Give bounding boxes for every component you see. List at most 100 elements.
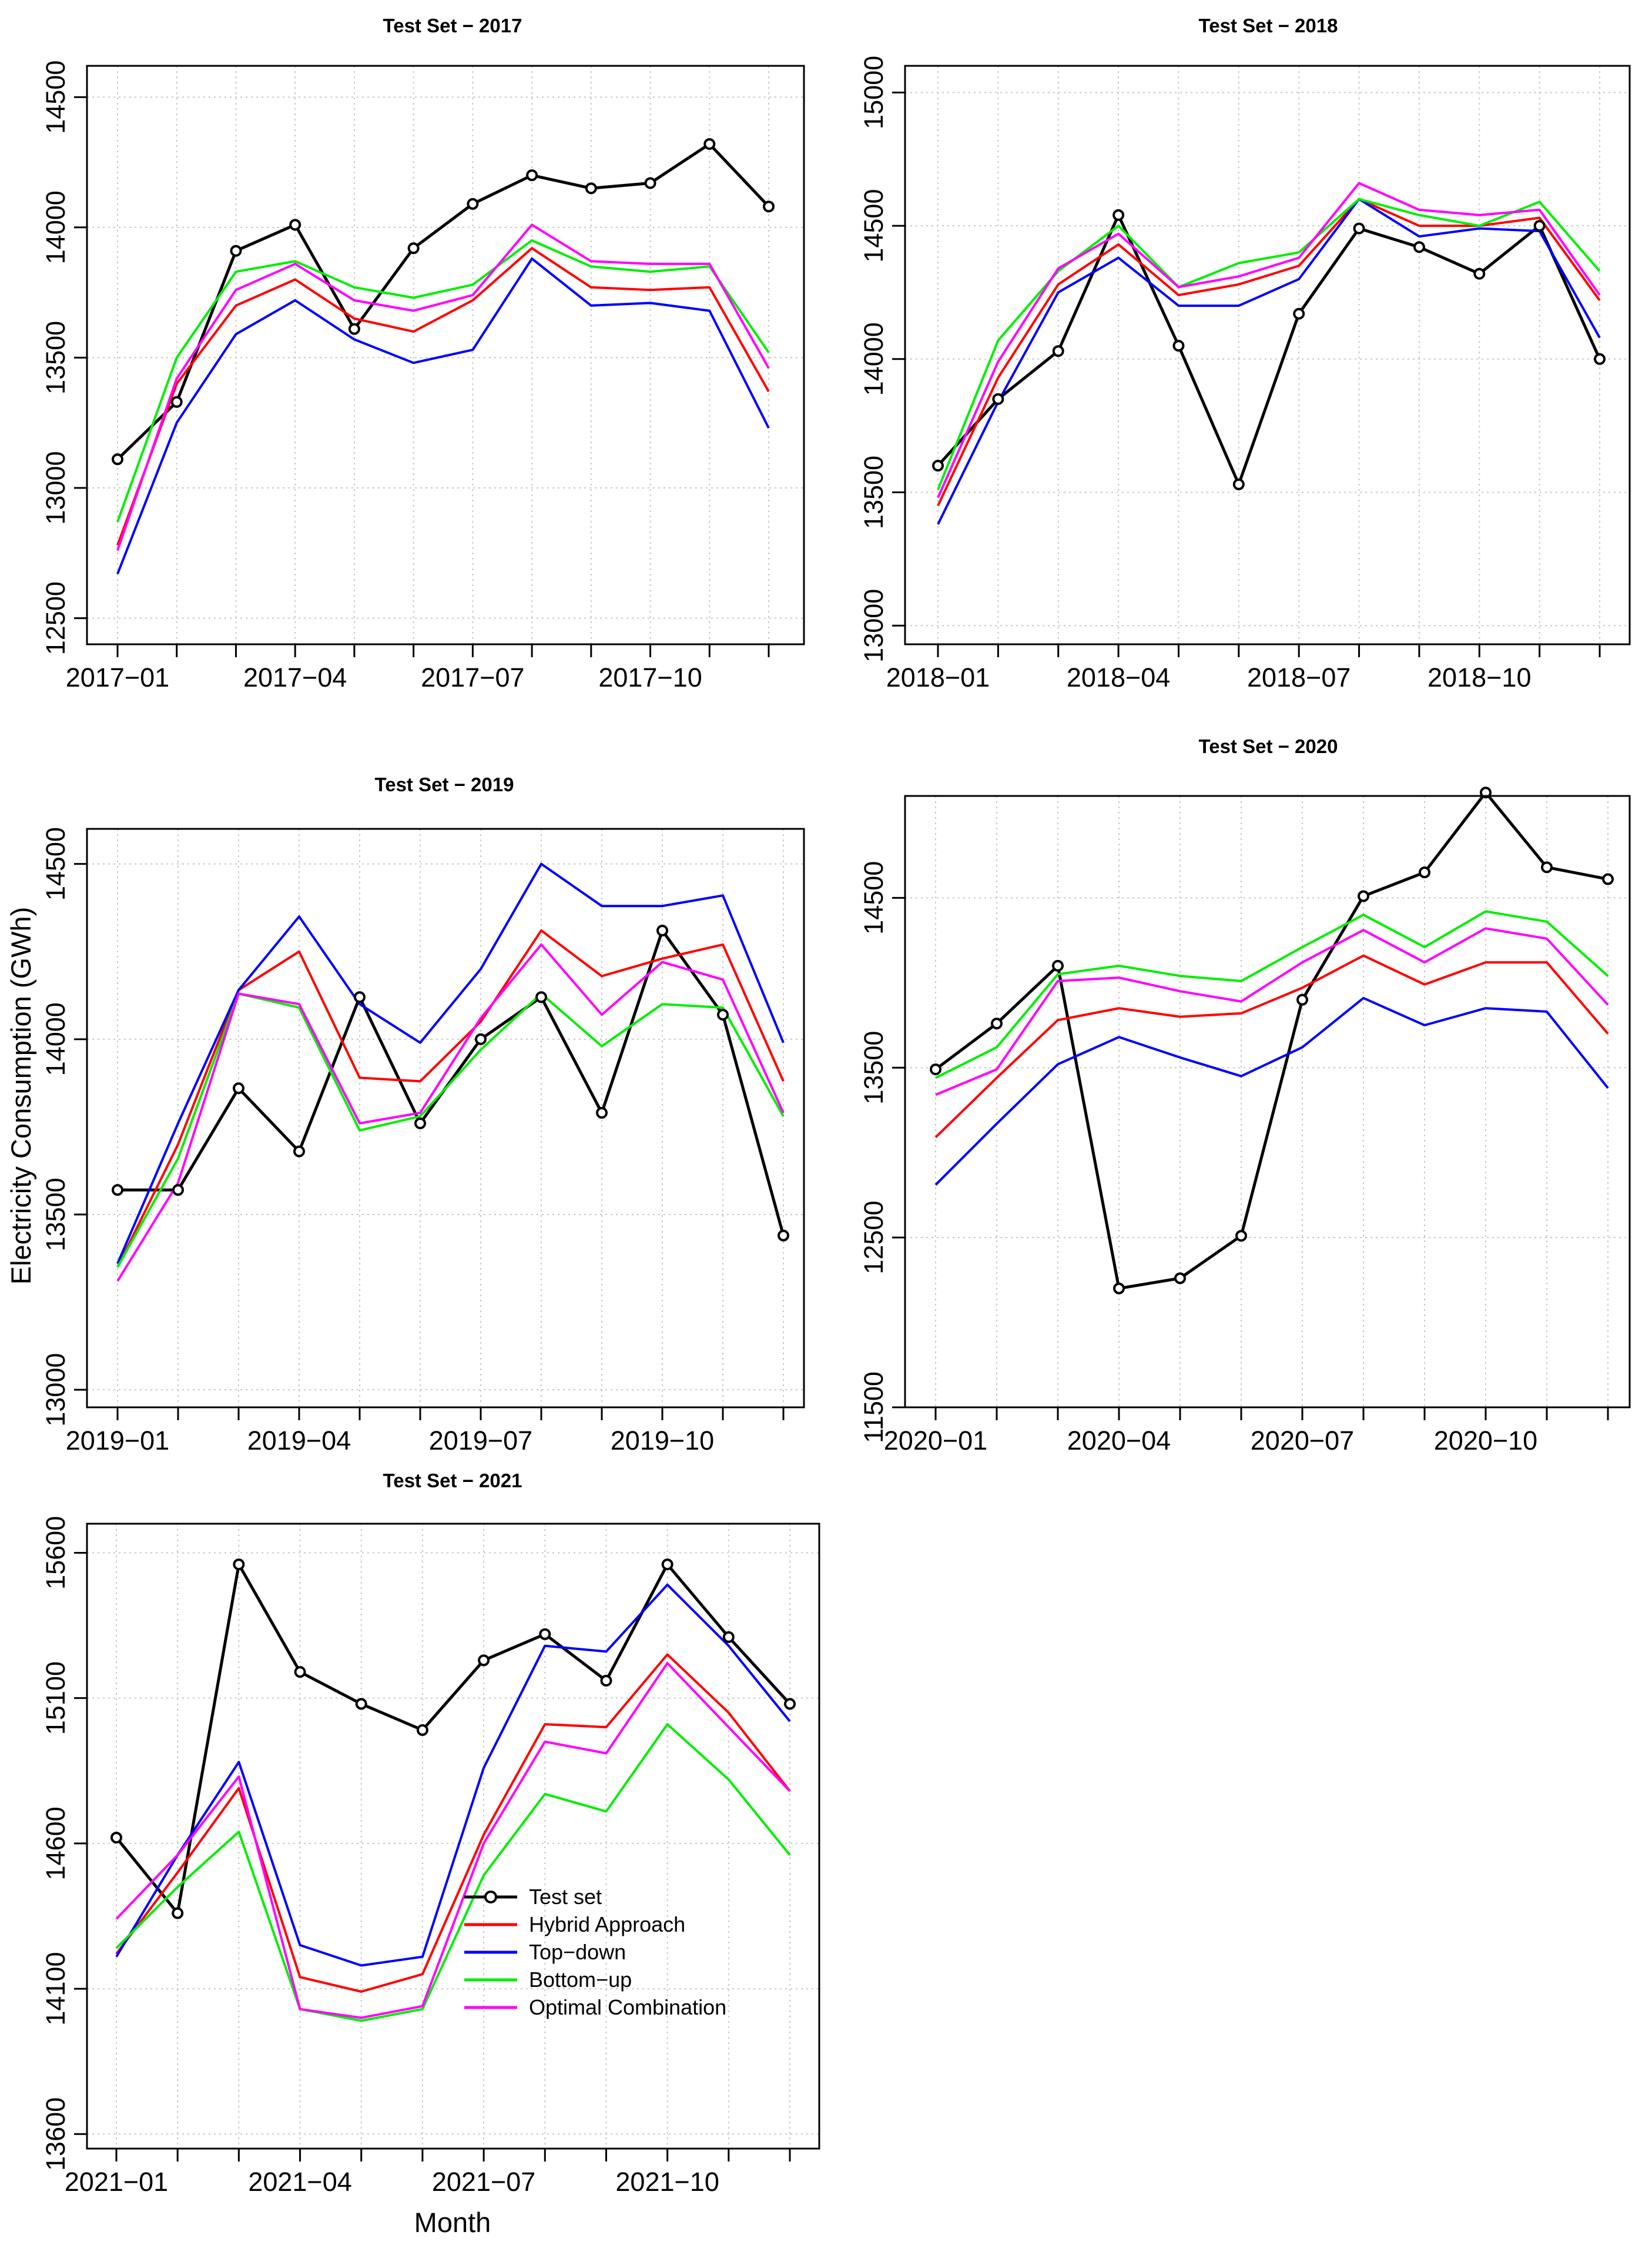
data-point: [475, 1033, 487, 1045]
y-tick-label: 15000: [859, 56, 889, 129]
data-point: [289, 219, 301, 231]
chart-title: Test Set − 2021: [383, 1470, 522, 1491]
x-tick-label: 2019−07: [429, 1426, 532, 1456]
chart-title: Test Set − 2020: [1199, 735, 1338, 757]
y-tick-label: 14000: [859, 322, 889, 396]
data-point: [930, 1063, 941, 1076]
legend-marker: [484, 1891, 497, 1903]
y-tick-label: 13500: [859, 456, 889, 529]
series-line: [934, 791, 1609, 1290]
data-point: [170, 396, 183, 408]
series-line: [118, 929, 785, 1236]
y-tick-label: 13000: [41, 451, 71, 525]
data-point: [1293, 307, 1305, 320]
plot-frame: [86, 65, 805, 645]
data-point: [1533, 220, 1546, 232]
x-tick-label: 2020−04: [1067, 1426, 1171, 1456]
series-line: [937, 198, 1601, 507]
series-line: [935, 927, 1609, 1096]
data-point: [233, 1082, 244, 1095]
data-point: [539, 1628, 551, 1640]
data-point: [1113, 1282, 1125, 1294]
data-point: [1296, 993, 1308, 1006]
x-tick-label: 2018−01: [886, 663, 990, 692]
data-point: [644, 177, 656, 189]
legend-label: Optimal Combination: [529, 1995, 726, 2019]
y-tick-label: 12500: [859, 1201, 889, 1274]
data-point: [355, 1698, 367, 1710]
legend: Test set Hybrid Approach Top−down Bottom−up…: [464, 1885, 726, 2019]
legend-label: Top−down: [529, 1940, 626, 1964]
series-line: [115, 1653, 791, 1993]
x-tick-label: 2018−07: [1247, 663, 1351, 692]
data-point: [661, 1558, 673, 1571]
y-tick-label: 15600: [41, 1516, 71, 1590]
y-tick-label: 14600: [41, 1806, 71, 1880]
series-line: [937, 213, 1601, 486]
x-tick-label: 2019−10: [611, 1426, 714, 1456]
series-line: [115, 1662, 791, 2019]
data-point: [784, 1698, 796, 1710]
y-tick-label: 13000: [859, 589, 889, 663]
y-tick-label: 11500: [859, 1371, 889, 1443]
series-line: [937, 182, 1601, 498]
x-tick-label: 2019−01: [66, 1426, 169, 1456]
plot-frame: [904, 65, 1631, 645]
data-point: [600, 1674, 612, 1687]
data-point: [1172, 340, 1185, 352]
data-point: [1473, 267, 1486, 280]
data-point: [1541, 861, 1553, 874]
x-tick-label: 2020−07: [1251, 1426, 1354, 1456]
data-point: [596, 1107, 608, 1119]
legend-label: Hybrid Approach: [529, 1912, 685, 1936]
data-point: [478, 1654, 490, 1667]
data-point: [1052, 959, 1064, 972]
chart-title: Test Set − 2019: [375, 774, 514, 795]
chart-panel-2: Test Set − 2018 2018−01 2018−04 2018−07 2018…: [859, 15, 1631, 692]
series-line: [116, 862, 785, 1264]
data-point: [1413, 241, 1425, 253]
series-line: [116, 247, 770, 546]
y-tick-label: 14000: [41, 1002, 71, 1076]
y-tick-label: 13500: [41, 1177, 71, 1251]
legend-label: Bottom−up: [529, 1968, 632, 1992]
chart-panel-3: Test Set − 2019 2019−01 2019−04 2019−07 2019…: [41, 774, 805, 1456]
data-point: [778, 1229, 789, 1242]
plot-frame: [86, 1523, 820, 2150]
x-tick-label: 2021−01: [65, 2167, 168, 2197]
data-point: [1052, 345, 1064, 357]
x-tick-label: 2021−07: [432, 2167, 535, 2197]
x-tick-label: 2017−07: [421, 663, 524, 692]
data-point: [656, 924, 668, 936]
data-point: [763, 200, 775, 213]
series-line: [937, 198, 1601, 490]
data-point: [172, 1184, 184, 1196]
x-tick-label: 2021−10: [615, 2167, 719, 2197]
x-tick-label: 2020−01: [884, 1426, 987, 1456]
chart-title: Test Set − 2017: [383, 15, 522, 36]
data-point: [348, 323, 360, 335]
x-axis-label: Month: [414, 2207, 491, 2238]
y-tick-label: 14500: [41, 61, 71, 134]
x-tick-label: 2020−10: [1434, 1426, 1537, 1456]
data-point: [1112, 209, 1125, 221]
data-point: [407, 242, 420, 255]
data-point: [467, 198, 479, 210]
data-point: [172, 1907, 184, 1919]
data-point: [110, 1831, 122, 1843]
series-line: [116, 223, 770, 551]
series-line: [116, 943, 785, 1282]
data-point: [354, 991, 366, 1003]
y-tick-label: 14500: [859, 189, 889, 263]
x-tick-label: 2018−04: [1067, 663, 1170, 692]
data-point: [112, 1184, 123, 1196]
data-point: [416, 1724, 428, 1737]
data-point: [230, 245, 242, 257]
y-tick-label: 13600: [41, 2097, 71, 2171]
data-point: [585, 182, 597, 195]
y-tick-label: 14100: [41, 1952, 71, 2026]
series-line: [934, 954, 1609, 1139]
chart-title: Test Set − 2018: [1199, 15, 1338, 36]
plot-frame: [86, 828, 805, 1408]
